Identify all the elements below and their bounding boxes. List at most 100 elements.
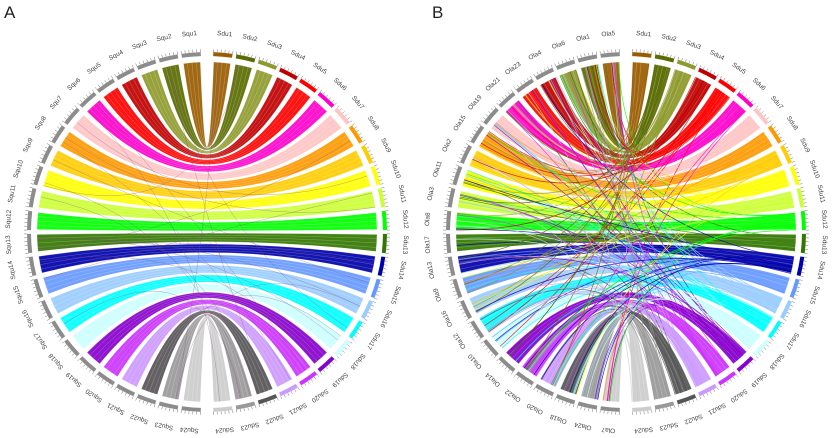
scale-tick [755, 356, 759, 359]
scale-tick [247, 407, 249, 411]
scale-tick [738, 89, 742, 93]
ribbon-streak [53, 157, 361, 196]
scale-tick [446, 268, 450, 270]
chromosome-sdu10: Sdu10 [789, 159, 821, 186]
synteny-link-line [467, 73, 689, 294]
scale-tick [66, 114, 70, 117]
scale-tick [29, 186, 33, 189]
scale-tick [777, 328, 781, 331]
chromosome-label: Sdu16 [797, 309, 812, 329]
chromosome-ideogram [800, 210, 806, 231]
scale-tick [128, 66, 131, 70]
scale-tick [796, 290, 800, 293]
chromosome-squ19: Squ19 [65, 356, 97, 388]
chromosome-ideogram [698, 383, 717, 397]
synteny-link-line [460, 258, 780, 306]
scale-tick [483, 117, 486, 120]
chromosome-sdu9: Sdu9 [780, 137, 811, 164]
scale-tick [54, 332, 58, 335]
scale-tick [77, 102, 80, 106]
scale-tick [662, 52, 664, 56]
scale-tick [32, 286, 36, 289]
chromosome-ideogram [64, 339, 80, 357]
synteny-link-line [44, 182, 241, 399]
scale-tick [104, 381, 107, 384]
synteny-link-line [541, 84, 794, 260]
chromosome-ideogram [789, 165, 800, 186]
scale-tick [584, 53, 586, 57]
scale-tick [485, 347, 489, 350]
chromosome-sdu22: Sdu22 [676, 394, 703, 425]
synteny-ribbon [38, 244, 376, 274]
chromosome-label: Squ20 [84, 387, 104, 404]
scale-tick [458, 304, 462, 307]
synteny-link-line [463, 170, 785, 206]
scale-tick [374, 164, 378, 167]
scale-tick [251, 406, 253, 410]
chromosome-ideogram [535, 383, 554, 397]
scale-tick [732, 376, 736, 380]
scale-tick [77, 358, 80, 362]
chromosome-ideogram [736, 356, 754, 373]
synteny-link-line [514, 71, 682, 161]
scale-tick [61, 120, 65, 123]
ribbon-streak [77, 121, 337, 177]
chromosome-label: Sdu5 [312, 61, 329, 76]
scale-tick [173, 408, 175, 412]
scale-tick [766, 117, 769, 120]
chromosome-ola12: Ola12 [452, 320, 485, 350]
scale-tick [536, 71, 539, 75]
scale-tick [101, 378, 104, 382]
scale-tick [741, 91, 745, 95]
chromosome-label: Sdu10 [389, 159, 402, 179]
ribbon-streak [110, 92, 304, 163]
synteny-link-line [494, 123, 767, 329]
scale-tick [97, 376, 101, 380]
scale-tick [128, 394, 131, 398]
scale-tick [161, 54, 163, 58]
synteny-ribbon [183, 316, 231, 403]
scale-tick [462, 311, 465, 314]
scale-tick [709, 70, 712, 73]
chromosome-sdu3: Sdu3 [676, 39, 702, 70]
ribbon-streak [37, 220, 377, 227]
scale-tick [157, 55, 159, 59]
scale-tick [27, 268, 31, 270]
synteny-link-line [467, 169, 768, 328]
chromosome-ideogram [181, 406, 201, 412]
ribbon-streak [47, 260, 367, 291]
scale-tick [169, 408, 171, 412]
chromosome-label: Squ8 [34, 115, 48, 132]
chromosome-label: Sdu7 [350, 95, 365, 111]
synteny-link-line [473, 156, 696, 388]
scale-tick [349, 341, 353, 344]
scale-tick [451, 286, 455, 289]
synteny-link-line [464, 64, 659, 285]
chromosome-label: Sdu19 [749, 371, 768, 389]
scale-tick [146, 401, 148, 405]
scale-tick [142, 400, 145, 404]
ribbon-streak [486, 280, 766, 330]
chromosome-ola5: Ola5 [599, 30, 620, 58]
chromosome-label: Ola15 [452, 114, 468, 133]
synteny-link-line [569, 263, 792, 393]
chromosome-sdu6: Sdu6 [736, 77, 767, 108]
scale-tick [473, 129, 477, 132]
scale-tick [510, 371, 514, 375]
ribbon-streak [170, 314, 244, 399]
scale-tick [547, 394, 550, 398]
chromosome-label: Sdu15 [808, 285, 821, 305]
scale-tick [455, 164, 459, 167]
scale-tick [347, 344, 350, 347]
synteny-link-line [169, 66, 348, 329]
scale-tick [46, 318, 50, 321]
chromosome-label: Sdu8 [366, 115, 380, 132]
scale-tick [135, 397, 138, 401]
chromosome-label: Sdu11 [816, 184, 826, 204]
chromosome-ola16: Ola16 [440, 300, 472, 328]
synteny-link-line [474, 170, 785, 310]
chromosome-ideogram [96, 371, 115, 386]
scale-tick [35, 168, 39, 170]
chromosome-ideogram [370, 278, 381, 299]
scale-tick [57, 126, 60, 129]
